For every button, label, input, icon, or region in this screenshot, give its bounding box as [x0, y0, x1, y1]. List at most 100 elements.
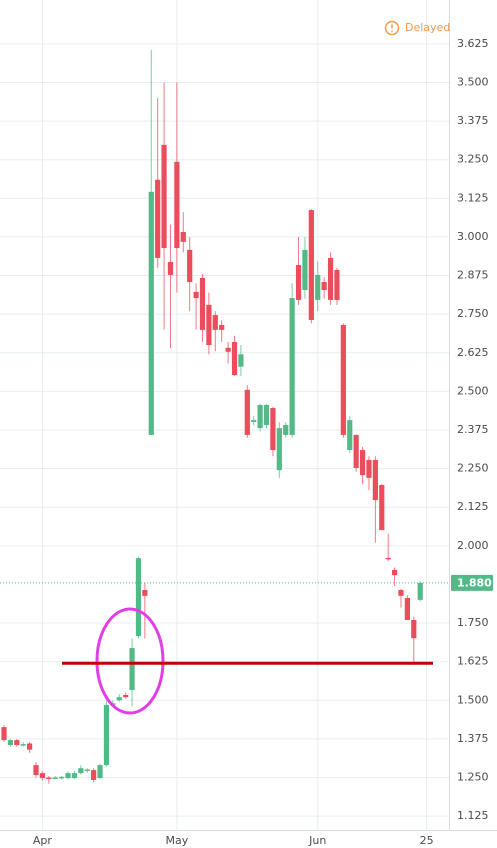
candle-body	[161, 144, 167, 249]
candle-body	[167, 261, 174, 275]
candle-body	[103, 704, 110, 766]
candle-body	[359, 450, 366, 476]
y-tick-label: 3.250	[457, 153, 489, 166]
candle-body	[302, 249, 308, 291]
y-tick-label: 3.500	[457, 75, 489, 88]
candle-body	[353, 434, 359, 468]
grid	[0, 0, 449, 830]
y-tick-label: 2.625	[457, 346, 489, 359]
candle-body	[251, 420, 257, 422]
candle-body	[308, 210, 314, 321]
x-tick-label: May	[166, 834, 189, 847]
candle-body	[334, 269, 340, 300]
y-tick-label: 1.375	[457, 732, 489, 745]
candle-body	[148, 191, 154, 435]
candle-body	[295, 265, 302, 300]
candle-body	[46, 777, 52, 779]
y-tick-label: 1.625	[457, 655, 489, 668]
highlight-ellipse	[95, 607, 165, 715]
candle-body	[199, 278, 206, 330]
candle-body	[78, 768, 84, 774]
y-tick-label: 1.750	[457, 616, 489, 629]
candle-body	[71, 773, 78, 779]
candle-body	[385, 557, 391, 560]
candle-body	[391, 569, 398, 576]
candle-body	[257, 404, 263, 429]
candle-body	[27, 743, 33, 750]
candle-body	[225, 347, 231, 352]
y-tick-label: 2.500	[457, 384, 489, 397]
candle-body	[7, 740, 14, 746]
y-tick-label: 3.000	[457, 230, 489, 243]
candle-body	[315, 274, 321, 300]
candle-body	[59, 776, 65, 779]
candle-body	[244, 389, 250, 435]
y-tick-label: 2.125	[457, 500, 489, 513]
candle-body	[263, 404, 270, 426]
candle-body	[340, 324, 346, 435]
candle-body	[142, 589, 148, 596]
y-tick-label: 3.375	[457, 114, 489, 127]
candle-body	[65, 773, 71, 779]
x-tick-label: Apr	[33, 834, 53, 847]
y-tick-label: 1.125	[457, 809, 489, 822]
candle-body	[155, 179, 161, 258]
y-tick-label: 3.125	[457, 191, 489, 204]
candle-body	[289, 298, 295, 435]
y-tick-label: 2.250	[457, 462, 489, 475]
candle-body	[404, 598, 410, 620]
candle-body	[238, 354, 244, 367]
y-tick-label: 1.500	[457, 693, 489, 706]
candle-body	[212, 315, 218, 330]
candle-body	[417, 582, 423, 600]
last-price-label: 1.880	[457, 576, 492, 589]
x-tick-label: Jun	[308, 834, 326, 847]
y-tick-label: 2.750	[457, 307, 489, 320]
candle-body	[20, 744, 26, 746]
candle-body	[327, 257, 334, 300]
last-price-box	[451, 574, 493, 591]
candle-body	[123, 695, 129, 698]
x-tick-label: 25	[420, 834, 434, 847]
y-tick-label: 2.375	[457, 423, 489, 436]
y-tick-label: 2.875	[457, 269, 489, 282]
candle-body	[116, 697, 122, 701]
y-tick-label: 1.250	[457, 770, 489, 783]
candle-body	[1, 727, 7, 741]
candle-body	[52, 777, 58, 779]
candle-body	[270, 408, 276, 451]
candle-body	[206, 304, 212, 346]
candle-body	[129, 648, 135, 691]
candle-body	[135, 558, 142, 637]
candle-body	[187, 249, 193, 283]
candle-body	[283, 425, 289, 435]
candles	[1, 49, 423, 784]
candle-body	[347, 420, 353, 451]
candle-body	[174, 161, 180, 249]
candle-body	[14, 740, 20, 746]
candle-body	[366, 459, 372, 478]
candle-body	[193, 291, 199, 299]
status-icon	[391, 30, 393, 32]
candle-body	[97, 765, 103, 779]
candle-body	[372, 459, 378, 501]
candle-body	[91, 770, 97, 780]
status-badge: Delayed	[384, 20, 450, 36]
candle-body	[33, 765, 39, 776]
candle-body	[231, 341, 238, 375]
candle-body	[411, 619, 417, 639]
y-tick-label: 3.625	[457, 37, 489, 50]
candle-body	[379, 484, 385, 531]
candle-body	[219, 324, 225, 330]
candle-body	[39, 773, 46, 779]
candle-body	[276, 428, 282, 471]
candle-body	[321, 282, 327, 291]
status-text: Delayed	[405, 21, 450, 34]
candle-body	[84, 769, 90, 771]
candle-body	[398, 589, 404, 596]
status-icon	[384, 20, 400, 36]
candle-body	[180, 231, 186, 242]
y-tick-label: 2.000	[457, 539, 489, 552]
